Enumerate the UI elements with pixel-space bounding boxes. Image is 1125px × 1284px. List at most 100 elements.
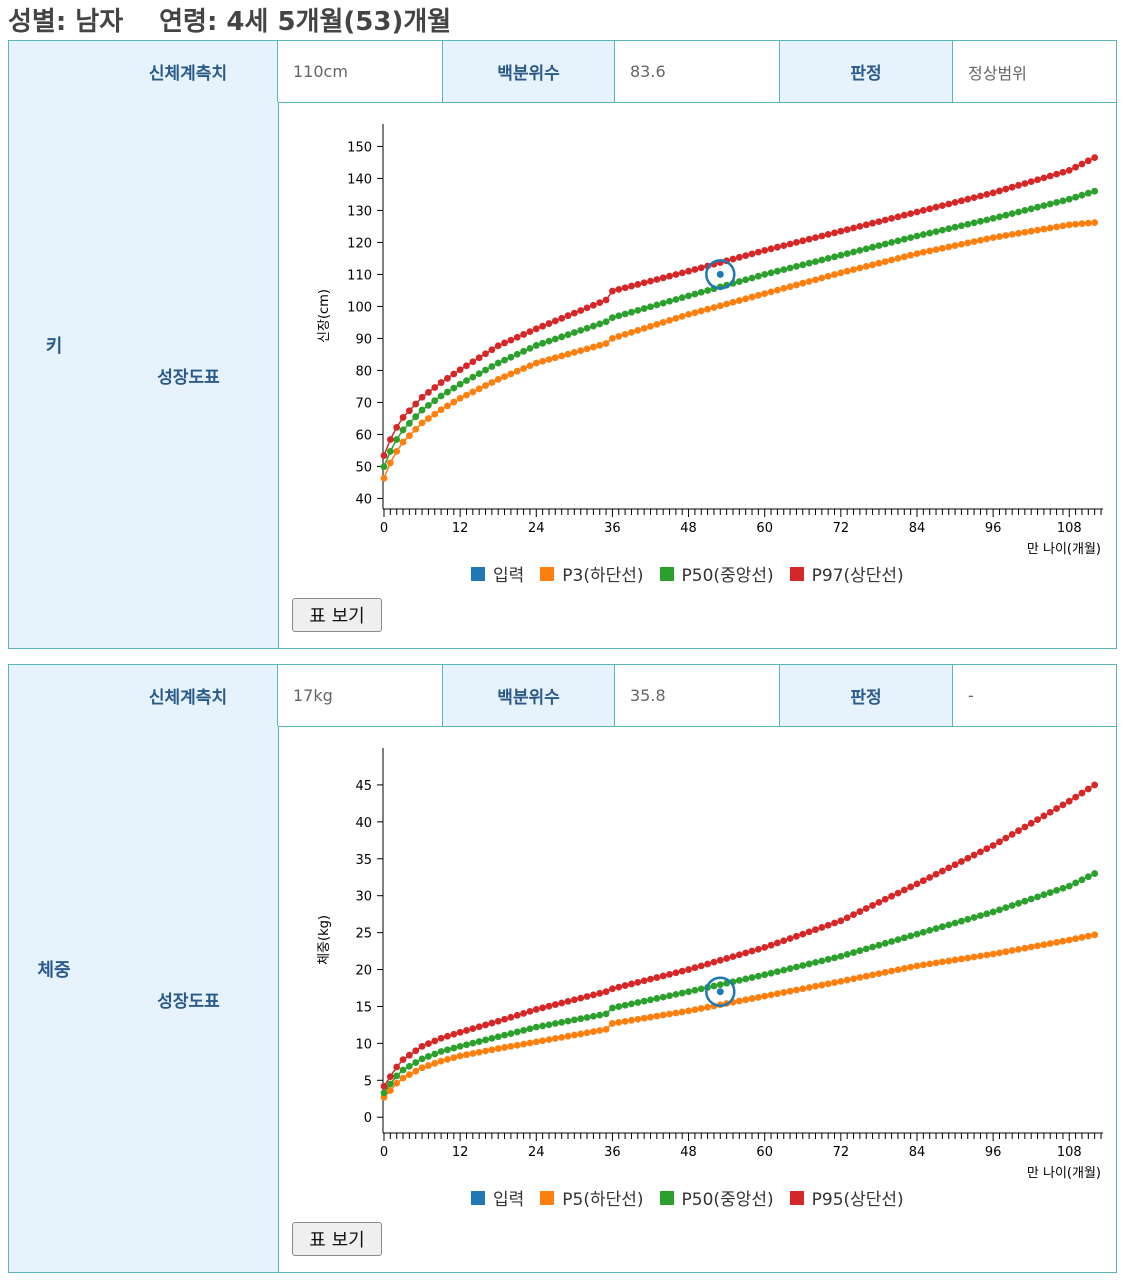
data-point — [545, 1002, 553, 1010]
data-point — [532, 1023, 540, 1031]
data-point — [824, 921, 832, 929]
data-point — [602, 1025, 610, 1033]
data-point — [983, 216, 991, 224]
data-point — [1034, 942, 1041, 950]
weight-measure-head: 신체계측치 — [99, 665, 278, 726]
data-point — [780, 266, 788, 273]
data-point — [1015, 229, 1022, 237]
data-point — [386, 1087, 394, 1095]
data-point — [945, 243, 953, 251]
data-point — [1065, 882, 1073, 890]
data-point — [1015, 899, 1022, 907]
data-point — [964, 220, 972, 228]
data-point — [989, 908, 997, 916]
data-point — [697, 985, 705, 993]
data-point — [888, 256, 896, 264]
data-point — [659, 319, 667, 326]
legend-item-p5: P5(하단선) — [540, 1185, 644, 1210]
data-point — [647, 323, 654, 330]
data-point — [526, 362, 534, 370]
data-point — [450, 370, 458, 378]
data-point — [589, 322, 597, 330]
data-point — [412, 400, 420, 408]
data-point — [1015, 181, 1022, 189]
data-point — [520, 1040, 527, 1048]
data-point — [932, 959, 940, 967]
y-tick-label: 110 — [347, 268, 372, 283]
height-view-table-button[interactable]: 표 보기 — [292, 598, 382, 632]
data-point — [970, 953, 978, 961]
weight-view-table-button[interactable]: 표 보기 — [292, 1222, 382, 1256]
data-point — [405, 1071, 413, 1079]
y-axis-label: 체중(kg) — [317, 915, 332, 965]
y-tick-label: 70 — [355, 396, 372, 411]
data-point — [425, 1062, 432, 1069]
data-point — [818, 957, 826, 965]
data-point — [399, 1074, 407, 1082]
data-point — [907, 234, 915, 242]
data-point — [932, 203, 940, 211]
data-point — [634, 281, 642, 288]
height-legend: 입력 P3(하단선) P50(중앙선) P97(상단선) — [471, 561, 904, 586]
data-point — [716, 981, 724, 989]
data-point — [1008, 947, 1016, 954]
data-point — [1034, 176, 1041, 184]
legend-item-p50: P50(중앙선) — [659, 561, 774, 586]
data-point — [1046, 940, 1054, 947]
data-point — [742, 975, 750, 983]
data-point — [818, 256, 826, 264]
data-point — [1008, 210, 1016, 217]
data-point — [399, 414, 407, 421]
x-tick-label: 60 — [756, 521, 773, 536]
data-point — [932, 228, 940, 235]
data-point — [1002, 834, 1010, 842]
data-point — [773, 286, 781, 294]
data-point — [843, 951, 851, 958]
data-point — [444, 402, 451, 410]
data-point — [653, 974, 661, 981]
data-point — [799, 930, 807, 938]
data-point — [551, 335, 559, 343]
data-point — [977, 217, 984, 225]
data-point — [716, 956, 724, 964]
legend-label-p5: P5(하단선) — [562, 1190, 644, 1210]
height-panel: 키 신체계측치 110cm 백분위수 83.6 판정 정상범위 성장도표 40 5… — [8, 40, 1117, 649]
data-point — [894, 237, 902, 245]
data-point — [475, 1023, 483, 1031]
data-point — [1078, 934, 1086, 941]
data-point — [602, 340, 610, 347]
data-point — [1002, 948, 1010, 956]
data-point — [577, 1030, 585, 1038]
data-point — [926, 205, 934, 213]
data-point — [545, 1021, 553, 1029]
data-point — [640, 325, 648, 332]
data-point — [970, 851, 978, 859]
data-point — [425, 401, 432, 409]
data-point — [685, 267, 692, 275]
data-point — [380, 463, 388, 471]
data-point — [900, 235, 908, 243]
x-tick-label: 96 — [985, 521, 1002, 536]
data-point — [1078, 220, 1086, 228]
x-tick-label: 48 — [680, 1145, 697, 1160]
data-point — [1065, 221, 1073, 229]
data-point — [761, 271, 769, 278]
data-point — [697, 1005, 705, 1012]
x-tick-label: 36 — [604, 1145, 621, 1160]
height-chart-head: 성장도표 — [99, 102, 279, 648]
data-point — [431, 397, 439, 405]
data-point — [945, 225, 953, 233]
series-2 — [380, 870, 1099, 1097]
data-point — [405, 419, 413, 427]
weight-percentile-head: 백분위수 — [443, 665, 615, 726]
data-point — [875, 898, 883, 906]
data-point — [742, 949, 750, 957]
data-point — [989, 950, 997, 958]
data-point — [393, 1063, 401, 1071]
data-point — [494, 359, 502, 367]
legend-swatch-input — [471, 1190, 485, 1205]
data-point — [615, 285, 623, 293]
data-point — [748, 947, 756, 955]
data-point — [488, 379, 496, 386]
data-point — [964, 915, 972, 923]
